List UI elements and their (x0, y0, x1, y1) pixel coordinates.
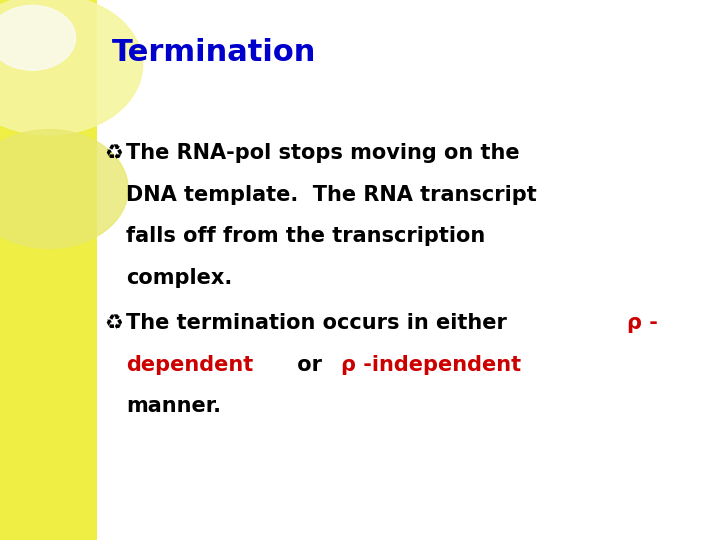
Text: falls off from the transcription: falls off from the transcription (126, 226, 485, 246)
Text: manner.: manner. (126, 396, 221, 416)
Bar (0, 0, 97, 540)
Text: DNA template.  The RNA transcript: DNA template. The RNA transcript (126, 185, 536, 205)
Circle shape (0, 0, 143, 135)
Text: or: or (290, 355, 330, 375)
Text: ρ -independent: ρ -independent (341, 355, 521, 375)
Text: complex.: complex. (126, 268, 233, 288)
Text: The RNA-pol stops moving on the: The RNA-pol stops moving on the (126, 143, 520, 163)
Circle shape (0, 130, 128, 248)
Text: ♻: ♻ (104, 313, 123, 333)
Text: ♻: ♻ (104, 143, 123, 163)
Text: The termination occurs in either: The termination occurs in either (126, 313, 514, 333)
Circle shape (0, 5, 76, 70)
Text: Termination: Termination (112, 38, 316, 67)
Text: ρ -: ρ - (627, 313, 657, 333)
Text: dependent: dependent (126, 355, 253, 375)
